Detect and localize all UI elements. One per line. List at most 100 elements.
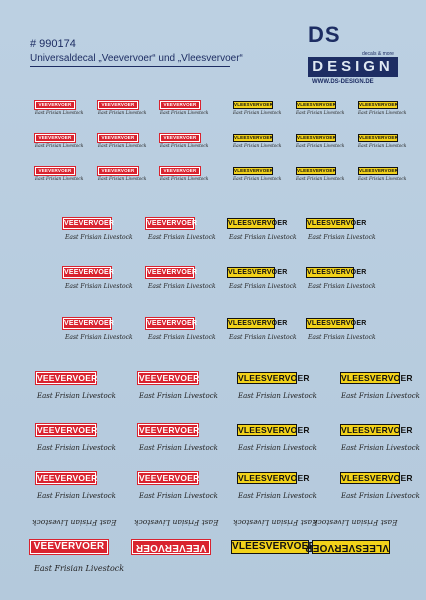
east-frisian-livestock-script: East Frisian Livestock: [358, 177, 407, 182]
east-frisian-livestock-script: East Frisian Livestock: [233, 177, 282, 182]
veevervoer-decal: VEEVERVOER: [35, 167, 75, 175]
east-frisian-livestock-script: East Frisian Livestock: [296, 144, 345, 149]
east-frisian-livestock-script: East Frisian Livestock: [148, 283, 216, 290]
east-frisian-livestock-script: East Frisian Livestock: [160, 144, 209, 149]
east-frisian-livestock-script: East Frisian Livestock: [37, 492, 116, 500]
veevervoer-decal: VEEVERVOER: [138, 472, 200, 484]
logo-design-bar: DESIGN: [308, 57, 398, 77]
east-frisian-livestock-script: East Frisian Livestock: [238, 492, 317, 500]
veevervoer-decal: VEEVERVOER: [138, 424, 200, 436]
east-frisian-livestock-script: East Frisian Livestock: [65, 334, 133, 341]
east-frisian-livestock-script: East Frisian Livestock: [160, 111, 209, 116]
east-frisian-livestock-script: East Frisian Livestock: [358, 111, 407, 116]
vleesvervoer-decal: VLEESVERVOER: [233, 101, 274, 109]
east-frisian-livestock-script: East Frisian Livestock: [34, 564, 125, 573]
vleesvervoer-decal: VLEESVERVOER: [296, 134, 337, 142]
vleesvervoer-decal: VLEESVERVOER: [306, 218, 367, 229]
east-frisian-livestock-script: East Frisian Livestock: [65, 234, 133, 241]
east-frisian-livestock-script: East Frisian Livestock: [139, 492, 218, 500]
east-frisian-livestock-script: East Frisian Livestock: [98, 111, 147, 116]
veevervoer-decal: VEEVERVOER: [63, 267, 115, 278]
east-frisian-livestock-script: East Frisian Livestock: [296, 177, 345, 182]
veevervoer-decal: VEEVERVOER: [36, 472, 98, 484]
east-frisian-livestock-script: East Frisian Livestock: [341, 492, 420, 500]
vleesvervoer-decal: VLEESVERVOER: [340, 472, 413, 484]
east-frisian-livestock-script: East Frisian Livestock: [308, 283, 376, 290]
vleesvervoer-decal: VLEESVERVOER: [358, 134, 399, 142]
east-frisian-livestock-script: East Frisian Livestock: [139, 444, 218, 452]
east-frisian-livestock-script: East Frisian Livestock: [229, 283, 297, 290]
logo-tagline: decals & more: [362, 51, 394, 57]
vleesvervoer-decal: VLEESVERVOER: [296, 101, 337, 109]
title-underline: [30, 66, 230, 67]
east-frisian-livestock-script: East Frisian Livestock: [313, 518, 398, 527]
vleesvervoer-decal: VLEESVERVOER: [227, 218, 288, 229]
veevervoer-decal: VEEVERVOER: [138, 372, 200, 384]
east-frisian-livestock-script: East Frisian Livestock: [98, 144, 147, 149]
vleesvervoer-decal: VLEESVERVOER: [227, 267, 288, 278]
east-frisian-livestock-script: East Frisian Livestock: [308, 334, 376, 341]
east-frisian-livestock-script: East Frisian Livestock: [148, 234, 216, 241]
vleesvervoer-decal: VLEESVERVOER: [358, 167, 399, 175]
east-frisian-livestock-script: East Frisian Livestock: [35, 111, 84, 116]
veevervoer-decal: VEEVERVOER: [160, 101, 200, 109]
ds-design-logo: DS decals & more DESIGN WWW.DS-DESIGN.DE: [308, 22, 404, 100]
vleesvervoer-decal: VLEESVERVOER: [358, 101, 399, 109]
east-frisian-livestock-script: East Frisian Livestock: [233, 144, 282, 149]
vleesvervoer-decal: VLEESVERVOER: [227, 318, 288, 329]
east-frisian-livestock-script: East Frisian Livestock: [139, 392, 218, 400]
east-frisian-livestock-script: East Frisian Livestock: [35, 144, 84, 149]
logo-ds-text: DS: [308, 22, 341, 47]
veevervoer-decal: VEEVERVOER: [146, 267, 198, 278]
east-frisian-livestock-script: East Frisian Livestock: [37, 444, 116, 452]
east-frisian-livestock-script: East Frisian Livestock: [358, 144, 407, 149]
east-frisian-livestock-script: East Frisian Livestock: [238, 392, 317, 400]
east-frisian-livestock-script: East Frisian Livestock: [341, 392, 420, 400]
east-frisian-livestock-script: East Frisian Livestock: [148, 334, 216, 341]
east-frisian-livestock-script: East Frisian Livestock: [233, 518, 318, 527]
logo-url: WWW.DS-DESIGN.DE: [312, 79, 374, 85]
veevervoer-decal: VEEVERVOER: [30, 540, 108, 554]
veevervoer-decal: VEEVERVOER: [36, 372, 98, 384]
vleesvervoer-decal: VLEESVERVOER: [340, 424, 413, 436]
vleesvervoer-decal: VLEESVERVOER: [231, 540, 316, 554]
east-frisian-livestock-script: East Frisian Livestock: [32, 518, 117, 527]
veevervoer-decal: VEEVERVOER: [35, 101, 75, 109]
veevervoer-decal: VEEVERVOER: [160, 134, 200, 142]
sheet-title: Universaldecal „Veevervoer“ und „Vleesve…: [30, 53, 243, 64]
east-frisian-livestock-script: East Frisian Livestock: [160, 177, 209, 182]
vleesvervoer-decal: VLEESVERVOER: [306, 318, 367, 329]
east-frisian-livestock-script: East Frisian Livestock: [65, 283, 133, 290]
veevervoer-decal: VEEVERVOER: [35, 134, 75, 142]
veevervoer-decal: VEEVERVOER: [146, 218, 198, 229]
east-frisian-livestock-script: East Frisian Livestock: [233, 111, 282, 116]
product-code: # 990174: [30, 38, 76, 50]
veevervoer-decal: VEEVERVOER: [160, 167, 200, 175]
east-frisian-livestock-script: East Frisian Livestock: [229, 234, 297, 241]
vleesvervoer-decal: VLEESVERVOER: [237, 372, 310, 384]
vleesvervoer-decal: VLEESVERVOER: [306, 267, 367, 278]
vleesvervoer-decal: VLEESVERVOER: [237, 424, 310, 436]
vleesvervoer-decal: VLEESVERVOER: [305, 540, 390, 554]
east-frisian-livestock-script: East Frisian Livestock: [134, 518, 219, 527]
veevervoer-decal: VEEVERVOER: [132, 540, 210, 554]
east-frisian-livestock-script: East Frisian Livestock: [98, 177, 147, 182]
vleesvervoer-decal: VLEESVERVOER: [233, 134, 274, 142]
veevervoer-decal: VEEVERVOER: [98, 134, 138, 142]
veevervoer-decal: VEEVERVOER: [36, 424, 98, 436]
east-frisian-livestock-script: East Frisian Livestock: [341, 444, 420, 452]
vleesvervoer-decal: VLEESVERVOER: [237, 472, 310, 484]
vleesvervoer-decal: VLEESVERVOER: [233, 167, 274, 175]
east-frisian-livestock-script: East Frisian Livestock: [37, 392, 116, 400]
east-frisian-livestock-script: East Frisian Livestock: [229, 334, 297, 341]
veevervoer-decal: VEEVERVOER: [63, 218, 115, 229]
east-frisian-livestock-script: East Frisian Livestock: [308, 234, 376, 241]
east-frisian-livestock-script: East Frisian Livestock: [238, 444, 317, 452]
east-frisian-livestock-script: East Frisian Livestock: [296, 111, 345, 116]
east-frisian-livestock-script: East Frisian Livestock: [35, 177, 84, 182]
vleesvervoer-decal: VLEESVERVOER: [296, 167, 337, 175]
veevervoer-decal: VEEVERVOER: [63, 318, 115, 329]
veevervoer-decal: VEEVERVOER: [98, 101, 138, 109]
vleesvervoer-decal: VLEESVERVOER: [340, 372, 413, 384]
